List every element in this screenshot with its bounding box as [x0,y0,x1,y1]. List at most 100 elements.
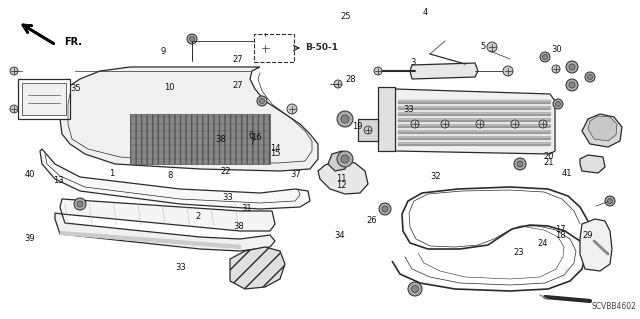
Text: 37: 37 [291,170,301,179]
Text: 23: 23 [513,248,524,257]
Circle shape [441,120,449,128]
Text: 33: 33 [222,193,232,202]
Text: 38: 38 [234,222,244,231]
Text: 19: 19 [352,122,362,131]
Circle shape [341,115,349,123]
Circle shape [556,101,561,107]
Polygon shape [60,67,318,171]
FancyBboxPatch shape [254,34,294,62]
Polygon shape [580,155,605,173]
Circle shape [374,67,382,75]
Text: 8: 8 [167,171,172,180]
Polygon shape [410,63,478,79]
Text: 38: 38 [216,135,226,144]
Circle shape [511,120,519,128]
Text: 32: 32 [430,172,440,181]
Circle shape [566,61,578,73]
Text: FR.: FR. [64,37,82,47]
Text: 9: 9 [161,47,166,56]
Text: 13: 13 [54,176,64,185]
Text: 7: 7 [249,138,254,147]
Text: 22: 22 [220,167,230,176]
Polygon shape [55,213,275,251]
Circle shape [569,82,575,88]
Text: 21: 21 [544,158,554,167]
Polygon shape [580,219,612,271]
Circle shape [476,120,484,128]
Bar [18,79,70,119]
Circle shape [553,99,563,109]
Text: 30: 30 [552,45,562,54]
Circle shape [540,52,550,62]
Text: 24: 24 [538,239,548,248]
Circle shape [503,66,513,76]
Circle shape [411,120,419,128]
Text: 27: 27 [233,56,243,64]
Circle shape [552,65,560,73]
Circle shape [569,64,575,70]
Text: 1: 1 [109,169,115,178]
Text: 33: 33 [175,263,186,272]
Text: 10: 10 [164,83,175,92]
Circle shape [337,111,353,127]
FancyArrowPatch shape [23,25,54,44]
Text: 5: 5 [481,42,486,51]
Polygon shape [60,199,275,231]
Circle shape [287,104,297,114]
Circle shape [605,196,615,206]
Polygon shape [395,89,555,154]
Text: 11: 11 [336,174,346,183]
Circle shape [187,34,197,44]
Circle shape [364,126,372,134]
Circle shape [257,96,267,106]
Circle shape [514,158,526,170]
Polygon shape [378,87,395,151]
Text: 4: 4 [423,8,428,17]
Text: 17: 17 [555,225,565,234]
Circle shape [74,198,86,210]
Text: 31: 31 [241,204,252,213]
Circle shape [259,99,264,103]
Polygon shape [130,114,270,164]
Text: 41: 41 [561,169,572,178]
Circle shape [517,161,523,167]
Circle shape [585,72,595,82]
Circle shape [408,282,422,296]
Text: 18: 18 [555,231,565,240]
Bar [22,83,66,115]
Polygon shape [318,161,368,194]
Circle shape [487,42,497,52]
Polygon shape [40,149,310,209]
Circle shape [189,36,195,41]
Text: 15: 15 [270,149,280,158]
Text: 28: 28 [346,75,356,84]
Polygon shape [582,114,622,147]
Text: 6: 6 [249,131,254,140]
Circle shape [341,155,349,163]
Text: 16: 16 [251,133,261,142]
Text: 20: 20 [544,152,554,161]
Text: 40: 40 [24,170,35,179]
Circle shape [412,286,419,293]
Text: 39: 39 [24,234,35,243]
Circle shape [382,206,388,212]
Text: 26: 26 [367,216,377,225]
Circle shape [607,198,612,204]
Text: 2: 2 [196,212,201,221]
Circle shape [10,105,18,113]
Text: 14: 14 [270,144,280,153]
Circle shape [539,120,547,128]
Text: 34: 34 [334,231,344,240]
Circle shape [260,43,270,53]
Text: 12: 12 [336,181,346,189]
Polygon shape [328,151,348,171]
Circle shape [543,55,547,60]
Text: SCVBB4602: SCVBB4602 [591,302,636,311]
Polygon shape [358,119,378,141]
Text: 3: 3 [410,58,415,67]
Circle shape [566,79,578,91]
Text: 29: 29 [582,231,593,240]
Text: B-50-1: B-50-1 [305,43,338,53]
Polygon shape [588,116,617,141]
Circle shape [379,203,391,215]
